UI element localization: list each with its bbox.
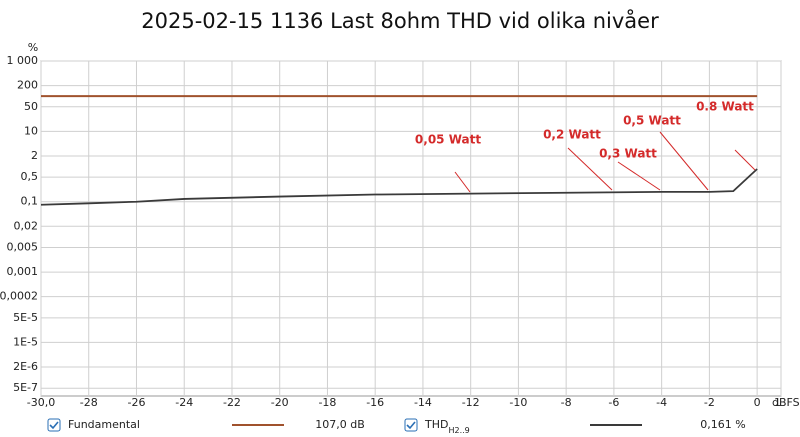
y-tick-label: 0,001 bbox=[7, 265, 39, 278]
legend-checkbox[interactable] bbox=[47, 418, 61, 432]
x-tick-label: -12 bbox=[462, 396, 480, 409]
y-tick-label: 200 bbox=[17, 79, 38, 92]
annotation: 0,3 Watt bbox=[599, 147, 657, 161]
annotation: 0,5 Watt bbox=[623, 114, 681, 128]
y-tick-label: 0,005 bbox=[7, 240, 39, 253]
legend-checkbox[interactable] bbox=[404, 418, 418, 432]
legend-label: THDH2..9 bbox=[424, 418, 470, 435]
y-tick-label: 0,1 bbox=[21, 195, 39, 208]
x-tick-label: -8 bbox=[561, 396, 572, 409]
y-tick-label: 2E-6 bbox=[13, 360, 38, 373]
annotation-leader bbox=[567, 147, 613, 191]
x-tick-label: -20 bbox=[271, 396, 289, 409]
x-tick-label: -22 bbox=[223, 396, 241, 409]
x-tick-label: -28 bbox=[80, 396, 98, 409]
annotation-leader bbox=[659, 131, 709, 191]
x-tick-label: -18 bbox=[318, 396, 336, 409]
y-tick-label: 1 000 bbox=[7, 54, 39, 67]
legend-label-main: THD bbox=[424, 418, 448, 431]
x-tick-label: -4 bbox=[656, 396, 667, 409]
annotation-leader bbox=[617, 161, 661, 191]
chart-title: 2025-02-15 1136 Last 8ohm THD vid olika … bbox=[141, 8, 659, 33]
x-tick-label: -14 bbox=[414, 396, 432, 409]
x-tick-label: 0 bbox=[754, 396, 761, 409]
legend-check bbox=[406, 421, 416, 430]
series-line bbox=[40, 168, 758, 206]
y-tick-label: 5E-7 bbox=[13, 381, 38, 394]
x-tick-label: -24 bbox=[175, 396, 193, 409]
x-tick-label: -26 bbox=[127, 396, 145, 409]
y-tick-label: 0,5 bbox=[21, 170, 39, 183]
y-tick-label: 0,0002 bbox=[0, 290, 38, 303]
annotation-leader bbox=[734, 149, 756, 171]
y-tick-label: 10 bbox=[24, 124, 38, 137]
x-axis-label: dBFS bbox=[772, 396, 800, 409]
plot-frame bbox=[40, 60, 782, 397]
legend-label: Fundamental bbox=[68, 418, 140, 431]
annotation-leader bbox=[454, 171, 471, 193]
x-tick-label: -16 bbox=[366, 396, 384, 409]
y-tick-label: 2 bbox=[31, 149, 38, 162]
x-tick-label: -2 bbox=[704, 396, 715, 409]
y-tick-label: 5E-5 bbox=[13, 311, 38, 324]
legend-readout: 107,0 dB bbox=[315, 418, 365, 431]
y-tick-label: 50 bbox=[24, 100, 38, 113]
legend-label-sub: H2..9 bbox=[448, 426, 469, 435]
x-tick-label: 1 bbox=[774, 396, 781, 409]
x-tick-label: -6 bbox=[608, 396, 619, 409]
y-axis-label: % bbox=[28, 41, 38, 54]
annotation: 0,2 Watt bbox=[543, 128, 601, 142]
y-tick-label: 0,02 bbox=[14, 219, 39, 232]
annotation: 0,05 Watt bbox=[415, 133, 481, 147]
legend-check bbox=[49, 421, 59, 430]
annotation: 0.8 Watt bbox=[696, 100, 754, 114]
y-tick-label: 1E-5 bbox=[13, 335, 38, 348]
x-tick-label: -10 bbox=[509, 396, 527, 409]
x-tick-label: -30,0 bbox=[27, 396, 55, 409]
legend-readout: 0,161 % bbox=[700, 418, 745, 431]
